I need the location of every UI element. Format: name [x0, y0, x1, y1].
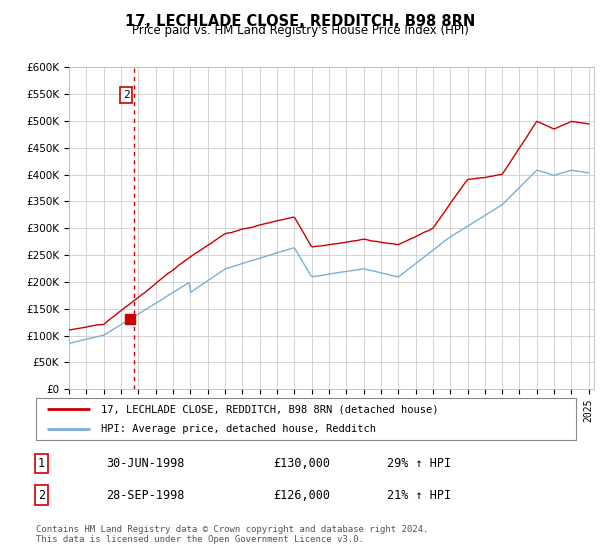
Text: 28-SEP-1998: 28-SEP-1998 [106, 488, 185, 502]
Text: Contains HM Land Registry data © Crown copyright and database right 2024.
This d: Contains HM Land Registry data © Crown c… [36, 525, 428, 544]
Text: £130,000: £130,000 [274, 457, 331, 470]
Text: 1: 1 [38, 457, 45, 470]
Text: 2: 2 [38, 488, 45, 502]
Text: 29% ↑ HPI: 29% ↑ HPI [387, 457, 451, 470]
Text: Price paid vs. HM Land Registry's House Price Index (HPI): Price paid vs. HM Land Registry's House … [131, 24, 469, 36]
Text: 17, LECHLADE CLOSE, REDDITCH, B98 8RN: 17, LECHLADE CLOSE, REDDITCH, B98 8RN [125, 14, 475, 29]
Text: 2: 2 [123, 90, 130, 100]
Text: £126,000: £126,000 [274, 488, 331, 502]
Text: 30-JUN-1998: 30-JUN-1998 [106, 457, 185, 470]
Text: 21% ↑ HPI: 21% ↑ HPI [387, 488, 451, 502]
Text: HPI: Average price, detached house, Redditch: HPI: Average price, detached house, Redd… [101, 424, 376, 434]
Text: 17, LECHLADE CLOSE, REDDITCH, B98 8RN (detached house): 17, LECHLADE CLOSE, REDDITCH, B98 8RN (d… [101, 404, 438, 414]
FancyBboxPatch shape [36, 398, 576, 440]
